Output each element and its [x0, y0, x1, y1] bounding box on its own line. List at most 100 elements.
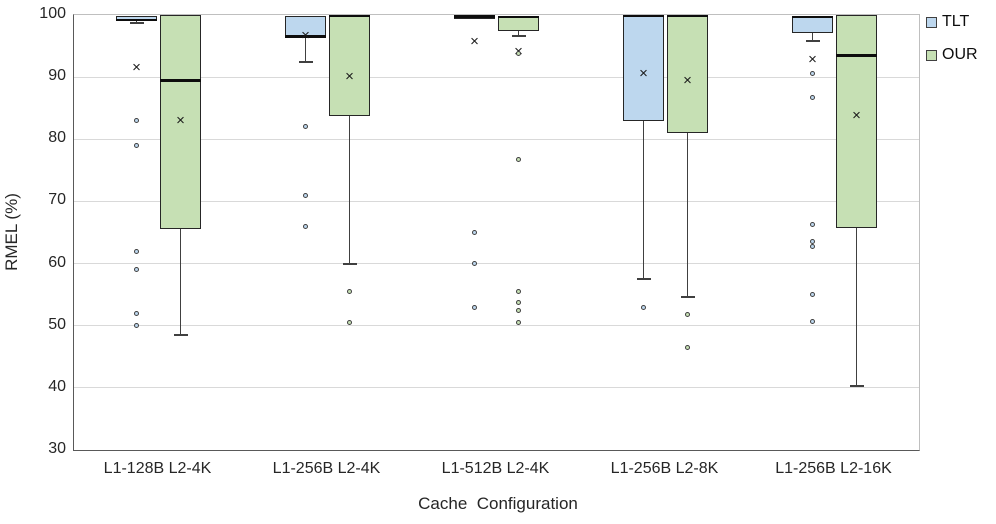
outlier-point	[516, 299, 521, 305]
median-line	[836, 54, 877, 57]
gridline	[74, 138, 919, 140]
outlier-point	[303, 124, 308, 130]
median-line	[116, 18, 157, 22]
lower-whisker-cap	[680, 295, 695, 298]
box-TLT-4	[792, 16, 833, 33]
mean-marker: ×	[683, 72, 692, 90]
legend-item-tlt: TLT	[926, 12, 978, 32]
gridline	[74, 76, 919, 78]
gridline	[74, 263, 919, 265]
y-tick-label: 100	[39, 5, 66, 22]
median-line	[623, 14, 664, 18]
mean-marker: ×	[639, 65, 648, 83]
lower-whisker-cap	[511, 35, 526, 38]
lower-whisker	[517, 31, 520, 37]
outlier-point	[685, 312, 690, 318]
box-OUR-0	[160, 15, 201, 230]
median-line	[792, 15, 833, 19]
outlier-point	[134, 310, 139, 316]
legend-label-tlt: TLT	[942, 13, 970, 30]
outlier-point	[472, 230, 477, 235]
median-line	[498, 15, 539, 19]
box-OUR-4	[836, 15, 877, 229]
mean-marker: ×	[176, 111, 185, 129]
y-axis-title: RMEL (%)	[2, 193, 21, 271]
outlier-point	[516, 320, 521, 326]
y-tick-label: 80	[48, 129, 66, 147]
outlier-point	[810, 292, 815, 298]
y-tick-label: 40	[48, 377, 66, 395]
y-tick-label: 50	[48, 315, 66, 333]
y-tick-label: 70	[48, 191, 66, 209]
legend-label-our: OUR	[942, 46, 978, 63]
outlier-point	[516, 289, 521, 295]
median-line	[667, 14, 708, 18]
mean-marker: ×	[470, 32, 479, 50]
outlier-point	[685, 344, 690, 350]
our-swatch-icon	[926, 49, 937, 61]
outlier-point	[810, 318, 815, 324]
outlier-point	[516, 51, 521, 57]
y-tick-label: 90	[48, 67, 66, 85]
outlier-point	[810, 70, 815, 76]
x-tick-label: L1-512B L2-4K	[441, 460, 550, 477]
x-axis-title: Cache Configuration	[418, 494, 578, 513]
box-OUR-1	[329, 15, 370, 117]
median-line	[285, 35, 326, 38]
outlier-point	[134, 118, 139, 124]
lower-whisker-cap	[342, 262, 357, 265]
lower-whisker	[179, 229, 182, 336]
outlier-point	[347, 289, 352, 295]
lower-whisker	[811, 33, 814, 42]
mean-marker: ×	[132, 58, 141, 76]
lower-whisker	[855, 228, 858, 386]
outlier-point	[810, 94, 815, 100]
outlier-point	[516, 157, 521, 163]
mean-marker: ×	[345, 68, 354, 86]
lower-whisker-cap	[849, 384, 864, 387]
outlier-point	[472, 304, 477, 310]
outlier-point	[303, 223, 308, 229]
lower-whisker	[135, 20, 138, 24]
y-tick-label: 60	[48, 253, 66, 271]
lower-whisker-cap	[129, 22, 144, 25]
outlier-point	[134, 323, 139, 329]
legend: TLT OUR	[926, 12, 978, 78]
outlier-point	[134, 267, 139, 273]
x-tick-label: L1-256B L2-16K	[775, 460, 892, 477]
lower-whisker-cap	[298, 61, 313, 64]
outlier-point	[134, 143, 139, 148]
x-tick-label: L1-256B L2-8K	[610, 460, 719, 477]
mean-marker: ×	[852, 107, 861, 125]
mean-marker: ×	[301, 26, 310, 44]
outlier-point	[347, 320, 352, 326]
y-tick-label: 30	[48, 440, 66, 457]
lower-whisker	[348, 116, 351, 264]
outlier-point	[303, 192, 308, 198]
box-TLT-3	[623, 15, 664, 121]
median-line	[454, 15, 495, 18]
outlier-point	[641, 304, 646, 310]
plot-area: ××××××××××	[73, 14, 920, 451]
outlier-point	[810, 221, 815, 227]
tlt-swatch-icon	[926, 16, 937, 28]
median-line	[329, 14, 370, 18]
lower-whisker-cap	[636, 278, 651, 281]
box-OUR-3	[667, 15, 708, 134]
outlier-point	[810, 243, 815, 249]
lower-whisker-cap	[805, 40, 820, 43]
outlier-point	[472, 261, 477, 267]
lower-whisker	[642, 120, 645, 280]
lower-whisker	[304, 36, 307, 63]
x-tick-label: L1-128B L2-4K	[103, 460, 212, 477]
box-OUR-2	[498, 16, 539, 32]
lower-whisker-cap	[173, 334, 188, 337]
gridline	[74, 200, 919, 202]
legend-item-our: OUR	[926, 45, 978, 65]
outlier-point	[516, 308, 521, 314]
median-line	[160, 79, 201, 82]
lower-whisker	[686, 133, 689, 297]
gridline	[74, 325, 919, 327]
outlier-point	[134, 248, 139, 254]
